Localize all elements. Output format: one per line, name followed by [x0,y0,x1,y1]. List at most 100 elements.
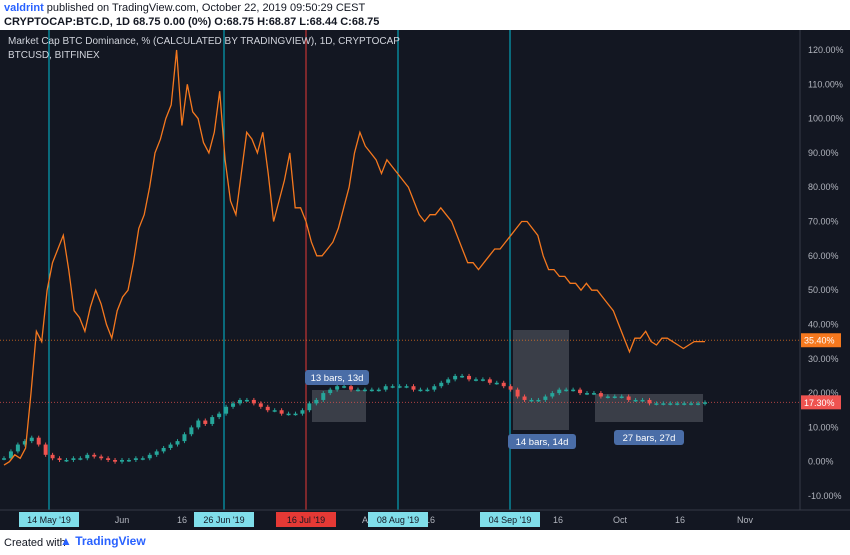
candle [349,386,354,390]
x-tick-label: Jun [115,515,130,525]
price-chart[interactable]: 120.00% 110.00% 100.00% 90.00% 80.00% 70.00% 6… [0,30,850,530]
range-box [312,390,366,422]
candle [210,417,215,424]
range-box [513,330,569,430]
candle [2,458,6,460]
candle [272,410,277,412]
candle [591,393,596,395]
candle [619,396,624,399]
range-label-badge [614,430,684,445]
candle [85,454,90,459]
publish-header: valdrint published on TradingView.com, O… [0,0,850,30]
candle [168,444,173,448]
y-tick-label: 70.00% [808,217,839,227]
candle [43,444,48,455]
date-marker-label: 08 Aug '19 [377,515,419,525]
x-tick-label: 16 [425,515,435,525]
candle [439,382,444,387]
x-tick-label: 16 [177,515,187,525]
candle [543,396,548,400]
candle [404,386,409,388]
candle [57,458,62,460]
candle [446,379,451,383]
chart-panel[interactable]: 120.00% 110.00% 100.00% 90.00% 80.00% 70.00% 6… [0,30,850,530]
candle [29,437,34,442]
candle [99,456,104,459]
last-value-label: 35.40% [804,336,835,346]
candle [251,399,256,404]
candle [265,406,270,411]
date-marker-badge [368,512,428,527]
btcusd-line [3,49,705,466]
candle [126,459,131,462]
price-scale[interactable] [800,30,850,530]
candle [203,420,208,424]
candle [411,386,416,390]
candle [133,458,138,460]
created-with-text: Created with [4,537,66,549]
candle [196,420,201,428]
candle [321,393,326,400]
candle [161,447,166,452]
y-tick-label: 60.00% [808,251,839,261]
candle [92,454,97,457]
candle [598,393,603,397]
y-tick-label: 20.00% [808,388,839,398]
candle [633,399,638,402]
y-tick-label: 50.00% [808,285,839,295]
x-tick-label: Nov [737,515,754,525]
candle [557,389,562,394]
y-tick-label: 0.00% [808,457,834,467]
candle [515,389,520,397]
date-marker-badge [19,512,79,527]
x-tick-label: 16 [553,515,563,525]
candle [307,403,312,411]
brand-name: TradingView [75,534,146,548]
candle [64,459,69,462]
y-tick-label: 40.00% [808,319,839,329]
range-label: 27 bars, 27d [623,433,676,444]
candle [508,386,513,390]
footer: Created with ▲ TradingView [0,530,850,555]
last-value-badge [801,333,841,348]
candle [182,434,187,442]
y-tick-label: 100.00% [808,114,844,124]
tradingview-logo[interactable]: ▲ TradingView [60,534,146,548]
y-tick-label: -10.00% [808,491,842,501]
range-label-badge [508,434,576,449]
date-marker-label: 04 Sep '19 [489,515,532,525]
candle [279,410,284,414]
candle [647,399,652,404]
candle [362,389,367,392]
candle [605,396,610,399]
candle [147,454,152,459]
candle [175,441,180,445]
candle [50,454,55,459]
candle [522,396,527,400]
candle [231,403,236,407]
date-marker-label: 16 Jul '19 [287,515,325,525]
candle [703,402,707,404]
candle [550,393,555,397]
candle [355,389,360,392]
x-tick-label: 16 [675,515,685,525]
date-marker-badge [276,512,336,527]
author-name[interactable]: valdrint [4,2,44,14]
symbol-ohlc: CRYPTOCAP:BTC.D, 1D 68.75 0.00 (0%) O:68… [4,16,380,28]
y-tick-label: 10.00% [808,422,839,432]
publish-date: published on TradingView.com, October 22… [43,2,366,14]
candle [501,382,506,387]
candle [494,382,499,385]
date-marker-badge [194,512,254,527]
candle [418,389,423,392]
candle [640,399,645,402]
candle [342,386,347,388]
candle [8,451,13,459]
candle [480,379,485,381]
candle [696,403,701,405]
range-label: 14 bars, 14d [516,437,569,448]
y-tick-label: 120.00% [808,45,844,55]
publish-info: valdrint published on TradingView.com, O… [4,2,365,14]
date-marker-label: 14 May '19 [27,515,71,525]
candle [536,399,541,402]
